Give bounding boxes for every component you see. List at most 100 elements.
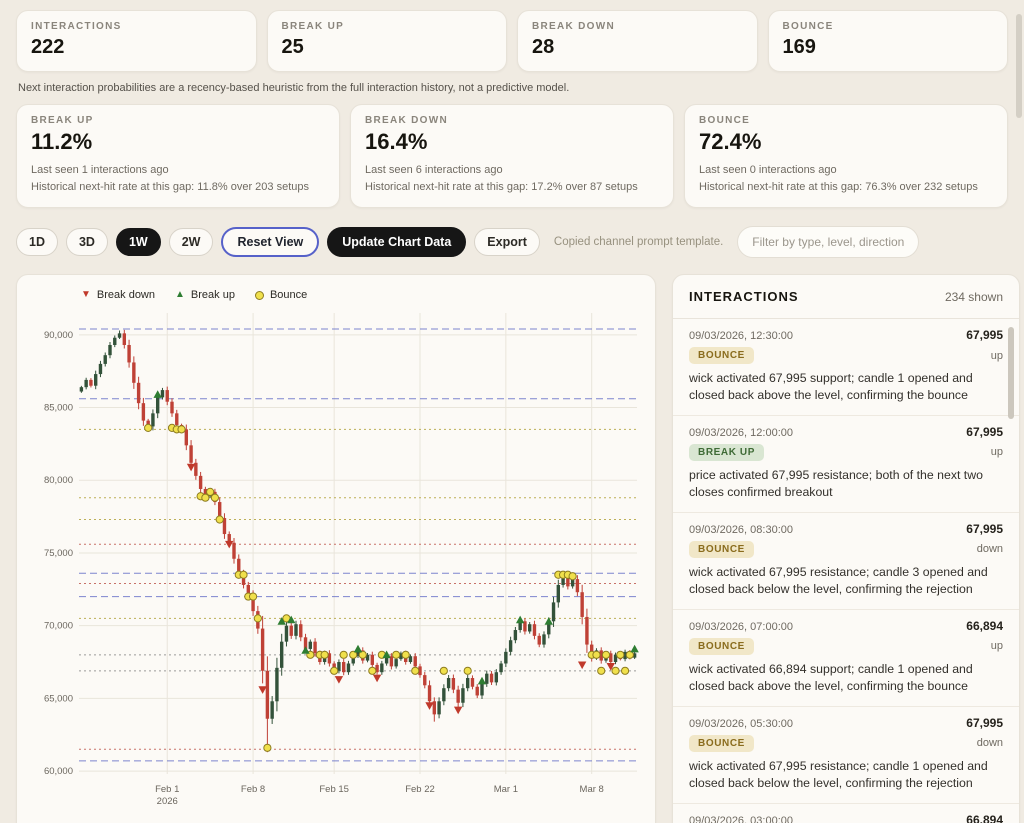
prob-value: 16.4% [365, 129, 428, 154]
list-item: 09/03/2026, 12:30:00 67,995 BOUNCE up wi… [673, 319, 1019, 416]
svg-text:Feb 22: Feb 22 [405, 784, 435, 795]
export-button[interactable]: Export [474, 228, 540, 256]
svg-text:60,000: 60,000 [44, 766, 73, 777]
stat-label: BREAK DOWN [532, 21, 615, 32]
range-button-2w[interactable]: 2W [168, 228, 214, 256]
svg-text:75,000: 75,000 [44, 548, 73, 559]
prob-label: BREAK UP [31, 115, 94, 126]
reset-view-button[interactable]: Reset View [221, 227, 320, 257]
prob-last-seen: Last seen 1 interactions ago [31, 164, 169, 176]
probabilities-row: BREAK UP 11.2% Last seen 1 interactions … [16, 104, 1008, 208]
app: { "stats": [ { "label": "INTERACTIONS", … [0, 10, 1024, 823]
chart-legend: ▼ Break down ▲ Break up Bounce [81, 289, 641, 301]
item-datetime: 09/03/2026, 07:00:00 [689, 620, 793, 633]
svg-text:80,000: 80,000 [44, 475, 73, 486]
probabilities-disclaimer: Next interaction probabilities are a rec… [18, 82, 570, 94]
interactions-panel: INTERACTIONS 234 shown 09/03/2026, 12:30… [672, 274, 1020, 823]
item-datetime: 09/03/2026, 08:30:00 [689, 523, 793, 536]
prob-last-seen: Last seen 0 interactions ago [699, 164, 837, 176]
item-direction: up [990, 349, 1003, 362]
price-chart[interactable]: 60,000 65,000 70,000 75,000 80,000 85,000 90,0… [31, 305, 643, 820]
svg-text:Feb 8: Feb 8 [241, 784, 265, 795]
item-datetime: 09/03/2026, 12:30:00 [689, 330, 793, 342]
item-direction: down [976, 543, 1003, 556]
prob-value: 11.2% [31, 129, 93, 154]
copied-status-text: Copied channel prompt template. [553, 236, 724, 248]
stat-label: BREAK UP [281, 21, 345, 32]
item-price: 67,995 [966, 715, 1003, 730]
item-direction: up [990, 446, 1003, 459]
stat-value: 28 [532, 36, 555, 58]
legend-item-break-up[interactable]: ▲ Break up [175, 289, 235, 301]
item-badge: BOUNCE [689, 540, 754, 558]
stat-value: 25 [281, 36, 304, 58]
item-price: 66,894 [966, 812, 1003, 823]
range-button-1w[interactable]: 1W [115, 228, 161, 256]
stat-card-break-up: BREAK UP 25 [266, 10, 507, 72]
circle-icon [254, 290, 264, 300]
toolbar: 1D 3D 1W 2W Reset View Update Chart Data… [16, 226, 1008, 258]
item-price: 66,894 [966, 618, 1003, 633]
legend-item-bounce[interactable]: Bounce [254, 289, 308, 301]
filter-input[interactable] [737, 226, 920, 258]
svg-text:70,000: 70,000 [44, 621, 73, 632]
legend-label: Break up [190, 289, 235, 301]
interactions-list[interactable]: 09/03/2026, 12:30:00 67,995 BOUNCE up wi… [673, 319, 1019, 823]
svg-text:85,000: 85,000 [44, 403, 73, 414]
svg-text:Mar 1: Mar 1 [494, 784, 518, 795]
stat-value: 169 [782, 36, 816, 58]
stat-card-bounce: BOUNCE 169 [767, 10, 1008, 72]
item-price: 67,995 [966, 328, 1003, 342]
list-item: 09/03/2026, 08:30:00 67,995 BOUNCE down … [673, 513, 1019, 610]
legend-label: Bounce [269, 289, 308, 301]
chart-card: ▼ Break down ▲ Break up Bounce 60,000 65,… [16, 274, 656, 823]
range-button-1d[interactable]: 1D [16, 228, 58, 256]
item-datetime: 09/03/2026, 12:00:00 [689, 426, 793, 439]
panel-title: INTERACTIONS [689, 289, 799, 304]
item-direction: down [976, 737, 1003, 750]
prob-history: Historical next-hit rate at this gap: 76… [699, 180, 978, 193]
svg-text:90,000: 90,000 [44, 330, 73, 341]
range-button-3d[interactable]: 3D [65, 228, 108, 256]
item-badge: BOUNCE [689, 637, 754, 655]
update-chart-data-button[interactable]: Update Chart Data [327, 227, 467, 257]
list-item: 09/03/2026, 07:00:00 66,894 BOUNCE up wi… [673, 610, 1019, 707]
page-scrollbar[interactable] [1016, 14, 1022, 118]
prob-card-bounce: BOUNCE 72.4% Last seen 0 interactions ag… [684, 104, 1008, 208]
list-item: 09/03/2026, 03:00:00 66,894 BREAK UP up … [673, 804, 1019, 823]
item-price: 67,995 [966, 424, 1003, 439]
svg-text:Feb 15: Feb 15 [319, 784, 349, 795]
svg-text:Mar 8: Mar 8 [580, 784, 604, 795]
stat-card-interactions: INTERACTIONS 222 [16, 10, 257, 72]
stat-label: INTERACTIONS [31, 21, 122, 32]
item-description: wick activated 67,995 support; candle 1 … [689, 371, 973, 402]
stat-value: 222 [31, 36, 65, 58]
triangle-down-icon: ▼ [81, 289, 91, 300]
list-item: 09/03/2026, 12:00:00 67,995 BREAK UP up … [673, 416, 1019, 513]
stat-label: BOUNCE [782, 21, 834, 32]
item-description: wick activated 66,894 support; candle 1 … [689, 661, 973, 693]
prob-label: BOUNCE [699, 115, 751, 126]
item-badge: BREAK UP [689, 443, 765, 461]
legend-item-break-down[interactable]: ▼ Break down [81, 289, 155, 301]
item-price: 67,995 [966, 521, 1003, 536]
list-scrollbar[interactable] [1008, 327, 1014, 419]
prob-card-break-up: BREAK UP 11.2% Last seen 1 interactions … [16, 104, 340, 208]
triangle-up-icon: ▲ [175, 289, 185, 300]
prob-value: 72.4% [699, 129, 762, 154]
list-item: 09/03/2026, 05:30:00 67,995 BOUNCE down … [673, 707, 1019, 804]
stats-row: INTERACTIONS 222 BREAK UP 25 BREAK DOWN … [16, 10, 1008, 72]
item-datetime: 09/03/2026, 03:00:00 [689, 814, 793, 823]
item-badge: BOUNCE [689, 347, 754, 364]
legend-label: Break down [96, 289, 155, 301]
interactions-panel-header: INTERACTIONS 234 shown [673, 275, 1019, 319]
item-badge: BOUNCE [689, 734, 754, 752]
item-description: wick activated 67,995 resistance; candle… [689, 564, 988, 596]
prob-card-break-down: BREAK DOWN 16.4% Last seen 6 interaction… [350, 104, 674, 208]
item-description: wick activated 67,995 resistance; candle… [689, 758, 988, 790]
prob-label: BREAK DOWN [365, 115, 448, 126]
item-direction: up [990, 640, 1003, 653]
svg-text:2026: 2026 [157, 796, 178, 807]
prob-history: Historical next-hit rate at this gap: 17… [365, 180, 638, 193]
shown-count: 234 shown [944, 289, 1003, 304]
